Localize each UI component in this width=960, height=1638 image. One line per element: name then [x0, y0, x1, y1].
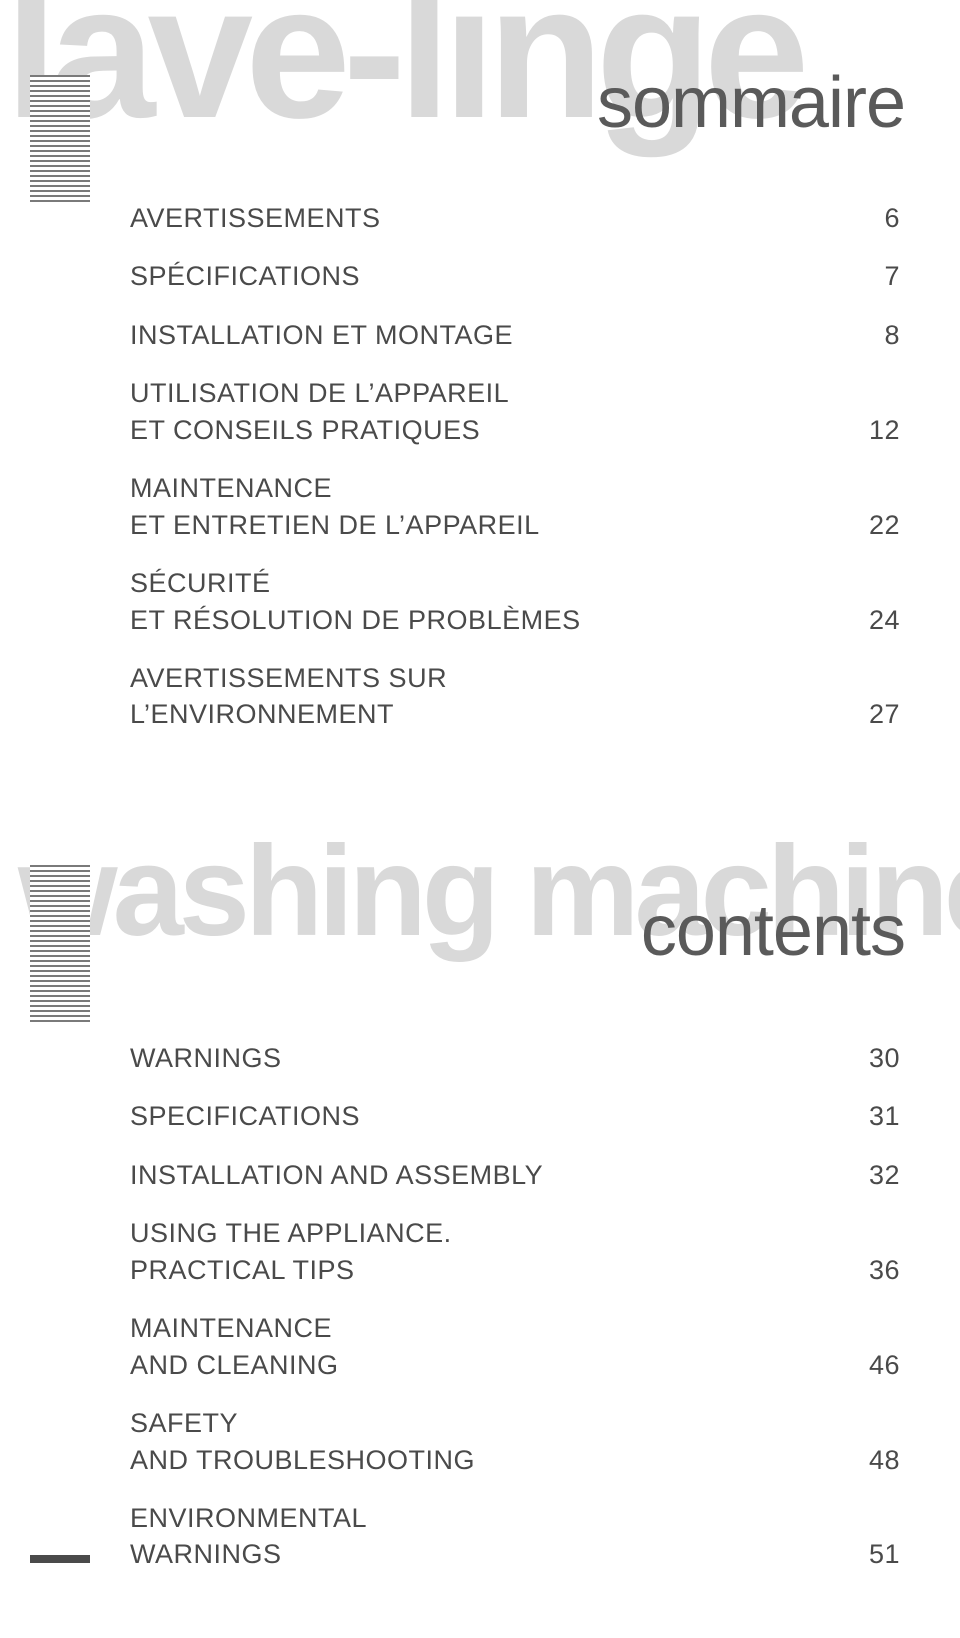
toc-row: INSTALLATION AND ASSEMBLY 32 — [130, 1157, 900, 1193]
toc-row: SAFETYAND TROUBLESHOOTING 48 — [130, 1405, 900, 1478]
toc-page: 46 — [850, 1347, 900, 1383]
toc-english: WARNINGS 30 SPECIFICATIONS 31 INSTALLATI… — [130, 1040, 900, 1595]
toc-row: ENVIRONMENTALWARNINGS 51 — [130, 1500, 900, 1573]
toc-label: USING THE APPLIANCE.PRACTICAL TIPS — [130, 1215, 452, 1288]
toc-page: 8 — [850, 317, 900, 353]
section-title-contents: contents — [641, 890, 905, 972]
toc-row: SPECIFICATIONS 31 — [130, 1098, 900, 1134]
toc-page: 27 — [850, 696, 900, 732]
toc-page: 6 — [850, 200, 900, 236]
toc-page: 24 — [850, 602, 900, 638]
toc-label: UTILISATION DE L’APPAREILET CONSEILS PRA… — [130, 375, 509, 448]
stripe-decoration-footer — [30, 1555, 90, 1563]
toc-row: SPÉCIFICATIONS 7 — [130, 258, 900, 294]
toc-label: SPÉCIFICATIONS — [130, 258, 360, 294]
toc-label: SAFETYAND TROUBLESHOOTING — [130, 1405, 475, 1478]
toc-page: 30 — [850, 1040, 900, 1076]
stripe-decoration-top — [30, 75, 90, 205]
toc-label: MAINTENANCEET ENTRETIEN DE L’APPAREIL — [130, 470, 540, 543]
toc-label: AVERTISSEMENTS SURL’ENVIRONNEMENT — [130, 660, 447, 733]
section-title-sommaire: sommaire — [597, 62, 905, 144]
toc-row: UTILISATION DE L’APPAREILET CONSEILS PRA… — [130, 375, 900, 448]
toc-row: INSTALLATION ET MONTAGE 8 — [130, 317, 900, 353]
toc-row: AVERTISSEMENTS 6 — [130, 200, 900, 236]
stripe-decoration-bottom — [30, 865, 90, 1025]
toc-page: 48 — [850, 1442, 900, 1478]
toc-row: AVERTISSEMENTS SURL’ENVIRONNEMENT 27 — [130, 660, 900, 733]
toc-row: SÉCURITÉET RÉSOLUTION DE PROBLÈMES 24 — [130, 565, 900, 638]
toc-page: 31 — [850, 1098, 900, 1134]
toc-row: MAINTENANCEAND CLEANING 46 — [130, 1310, 900, 1383]
toc-label: ENVIRONMENTALWARNINGS — [130, 1500, 367, 1573]
toc-label: SPECIFICATIONS — [130, 1098, 360, 1134]
toc-page: 12 — [850, 412, 900, 448]
toc-label: MAINTENANCEAND CLEANING — [130, 1310, 339, 1383]
toc-label: INSTALLATION ET MONTAGE — [130, 317, 513, 353]
toc-row: WARNINGS 30 — [130, 1040, 900, 1076]
toc-label: INSTALLATION AND ASSEMBLY — [130, 1157, 543, 1193]
toc-row: USING THE APPLIANCE.PRACTICAL TIPS 36 — [130, 1215, 900, 1288]
toc-page: 32 — [850, 1157, 900, 1193]
toc-row: MAINTENANCEET ENTRETIEN DE L’APPAREIL 22 — [130, 470, 900, 543]
toc-label: AVERTISSEMENTS — [130, 200, 381, 236]
toc-page: 22 — [850, 507, 900, 543]
toc-page: 7 — [850, 258, 900, 294]
toc-label: WARNINGS — [130, 1040, 282, 1076]
toc-label: SÉCURITÉET RÉSOLUTION DE PROBLÈMES — [130, 565, 581, 638]
toc-page: 51 — [850, 1536, 900, 1572]
toc-page: 36 — [850, 1252, 900, 1288]
toc-french: AVERTISSEMENTS 6 SPÉCIFICATIONS 7 INSTAL… — [130, 200, 900, 755]
